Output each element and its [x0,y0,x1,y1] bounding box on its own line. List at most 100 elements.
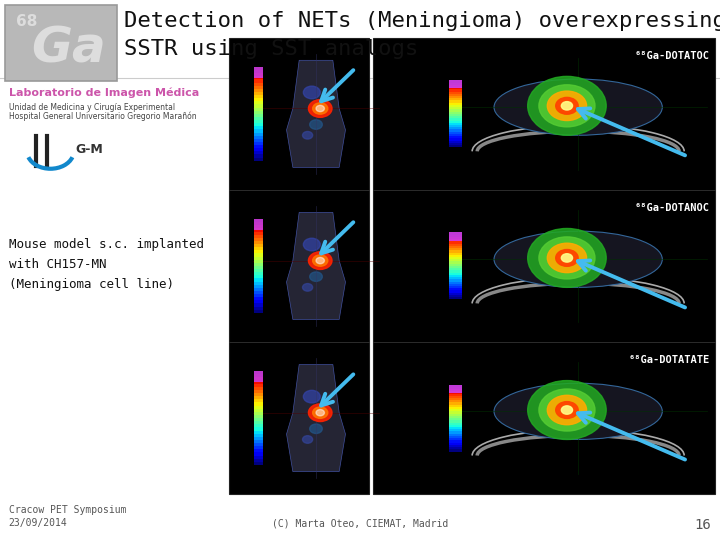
Bar [254,288,263,291]
Bar [449,136,462,138]
Bar [449,273,462,275]
Bar [449,80,462,83]
Circle shape [303,238,320,251]
Bar [254,300,263,303]
Bar [254,247,263,251]
Polygon shape [287,212,346,320]
FancyArrowPatch shape [578,413,685,460]
Bar [254,126,263,130]
Text: Hospital General Universitario Gregorio Marañón: Hospital General Universitario Gregorio … [9,111,197,121]
Bar [254,428,263,430]
FancyArrowPatch shape [321,70,354,102]
Bar [449,271,462,273]
Bar [254,421,263,424]
Bar [449,396,462,398]
Circle shape [310,272,323,281]
Bar [449,233,462,240]
Bar [254,294,263,297]
Bar [449,118,462,120]
Bar [254,279,263,281]
Bar [254,303,263,307]
Bar [254,235,263,238]
Circle shape [316,258,325,264]
Bar [254,158,263,161]
Bar [254,151,263,154]
Circle shape [308,404,332,422]
Bar [254,371,263,374]
Bar [449,436,462,438]
Bar [254,384,263,387]
Bar [449,445,462,447]
Bar [254,102,263,104]
Bar [449,98,462,100]
Bar [254,241,263,244]
Circle shape [547,243,587,273]
Circle shape [547,91,587,120]
Bar [254,76,263,79]
Text: 68: 68 [16,14,37,29]
Bar [254,67,263,78]
Bar [254,79,263,83]
Circle shape [312,103,328,114]
Bar [449,87,462,89]
Bar [449,100,462,103]
Bar [254,67,263,70]
Bar [449,389,462,392]
Bar [254,145,263,148]
Circle shape [562,102,572,110]
Circle shape [539,237,595,279]
Bar [254,89,263,92]
Bar [254,139,263,142]
Bar [449,407,462,409]
Circle shape [302,131,312,139]
Bar [254,111,263,114]
Bar [254,222,263,225]
Bar [254,449,263,453]
Bar [254,244,263,247]
Circle shape [556,402,578,418]
Bar [449,422,462,425]
Bar [254,120,263,123]
Circle shape [316,409,325,416]
Circle shape [539,85,595,127]
Circle shape [528,76,606,135]
Bar [449,235,462,237]
Bar [449,440,462,443]
Bar [449,447,462,449]
Bar [449,114,462,116]
Bar [254,396,263,399]
Circle shape [310,120,323,129]
Text: ⁶⁸Ga-DOTATATE: ⁶⁸Ga-DOTATATE [629,355,710,365]
Bar [449,237,462,239]
Circle shape [310,424,323,434]
Bar [449,414,462,416]
Text: ⁶⁸Ga-DOTANOC: ⁶⁸Ga-DOTANOC [635,203,710,213]
Bar [254,92,263,95]
Circle shape [312,255,328,266]
Circle shape [547,395,587,425]
Bar [254,371,263,382]
Circle shape [308,252,332,269]
Text: G-M: G-M [76,143,104,156]
Bar [254,409,263,412]
Bar [449,145,462,147]
Polygon shape [287,364,346,471]
Bar [254,272,263,275]
Bar [449,140,462,143]
Bar [449,259,462,261]
Bar [449,438,462,440]
Bar [254,228,263,232]
Bar [254,418,263,421]
Bar [449,427,462,429]
Bar [254,390,263,393]
Bar [254,98,263,102]
Circle shape [562,406,572,414]
Bar [254,424,263,428]
Bar [254,114,263,117]
Bar [449,143,462,145]
Bar [254,238,263,241]
Text: SSTR using SST analogs: SSTR using SST analogs [124,39,418,59]
Circle shape [312,407,328,419]
Bar [449,127,462,130]
Bar [449,392,462,394]
